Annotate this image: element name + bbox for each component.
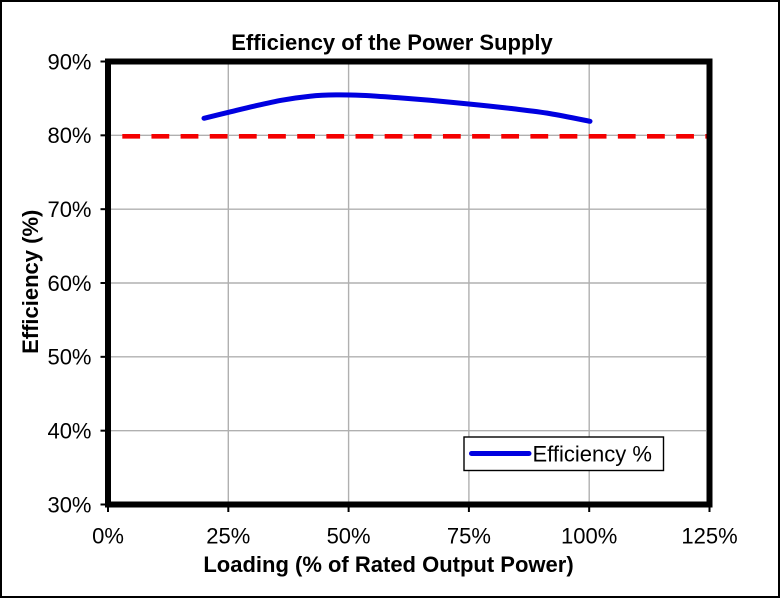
svg-text:Efficiency (%): Efficiency (%) (18, 210, 43, 354)
svg-text:Loading (% of Rated Output Pow: Loading (% of Rated Output Power) (203, 552, 573, 577)
svg-text:0%: 0% (92, 523, 124, 548)
svg-text:75%: 75% (447, 523, 491, 548)
svg-text:50%: 50% (47, 345, 91, 370)
svg-text:40%: 40% (47, 419, 91, 444)
svg-text:70%: 70% (47, 197, 91, 222)
svg-text:90%: 90% (47, 49, 91, 74)
svg-text:Efficiency of the Power Supply: Efficiency of the Power Supply (231, 30, 553, 55)
svg-text:25%: 25% (206, 523, 250, 548)
svg-text:100%: 100% (561, 523, 617, 548)
svg-text:50%: 50% (327, 523, 371, 548)
svg-text:60%: 60% (47, 271, 91, 296)
svg-text:80%: 80% (47, 123, 91, 148)
svg-text:30%: 30% (47, 492, 91, 517)
svg-text:125%: 125% (681, 523, 737, 548)
svg-text:Efficiency %: Efficiency % (533, 442, 652, 467)
